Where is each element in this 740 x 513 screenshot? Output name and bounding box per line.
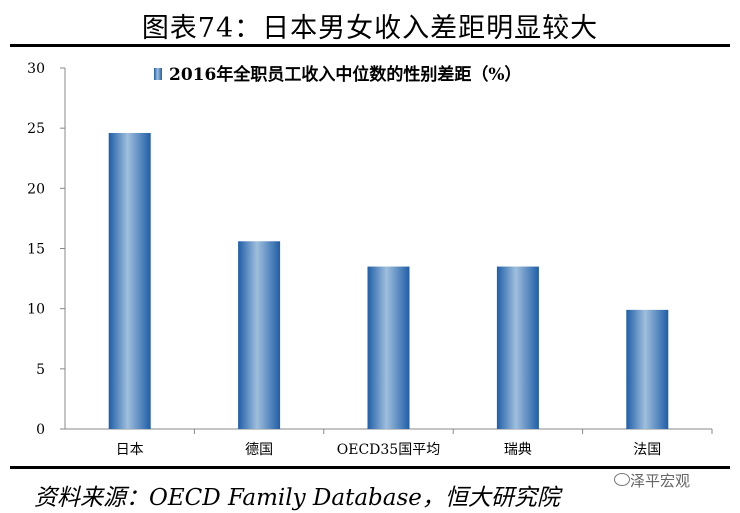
y-tick-label: 15 <box>27 242 45 258</box>
legend-label: 2016年全职员工收入中位数的性别差距（%） <box>169 64 521 85</box>
x-tick-label: OECD35国平均 <box>337 442 440 458</box>
watermark: 泽平宏观 <box>630 472 691 490</box>
y-tick-label: 10 <box>27 302 45 318</box>
legend-swatch <box>154 68 162 80</box>
chart-title: 图表74：日本男女收入差距明显较大 <box>141 13 599 44</box>
y-tick-label: 25 <box>27 121 45 137</box>
x-tick-label: 日本 <box>116 442 144 458</box>
bar <box>108 132 151 430</box>
bar <box>626 309 669 429</box>
y-tick-label: 20 <box>27 181 45 197</box>
wechat-icon <box>614 473 630 486</box>
x-tick-label: 瑞典 <box>504 442 532 458</box>
y-tick-label: 30 <box>27 61 45 77</box>
bar <box>367 266 410 429</box>
source-note: 资料来源：OECD Family Database，恒大研究院 <box>34 485 560 511</box>
x-tick-label: 德国 <box>245 442 273 458</box>
bar <box>238 241 281 429</box>
bar-chart: 0 5 10 15 20 25 30 日本 德国 OECD35国平均 瑞典 法国 2016年全职员工收… <box>27 61 713 458</box>
y-tick-label: 5 <box>36 362 45 378</box>
x-tick-label: 法国 <box>633 442 661 458</box>
bottom-divider <box>10 466 730 469</box>
top-divider <box>10 44 730 47</box>
y-tick-label: 0 <box>36 422 45 438</box>
bar <box>496 266 539 429</box>
